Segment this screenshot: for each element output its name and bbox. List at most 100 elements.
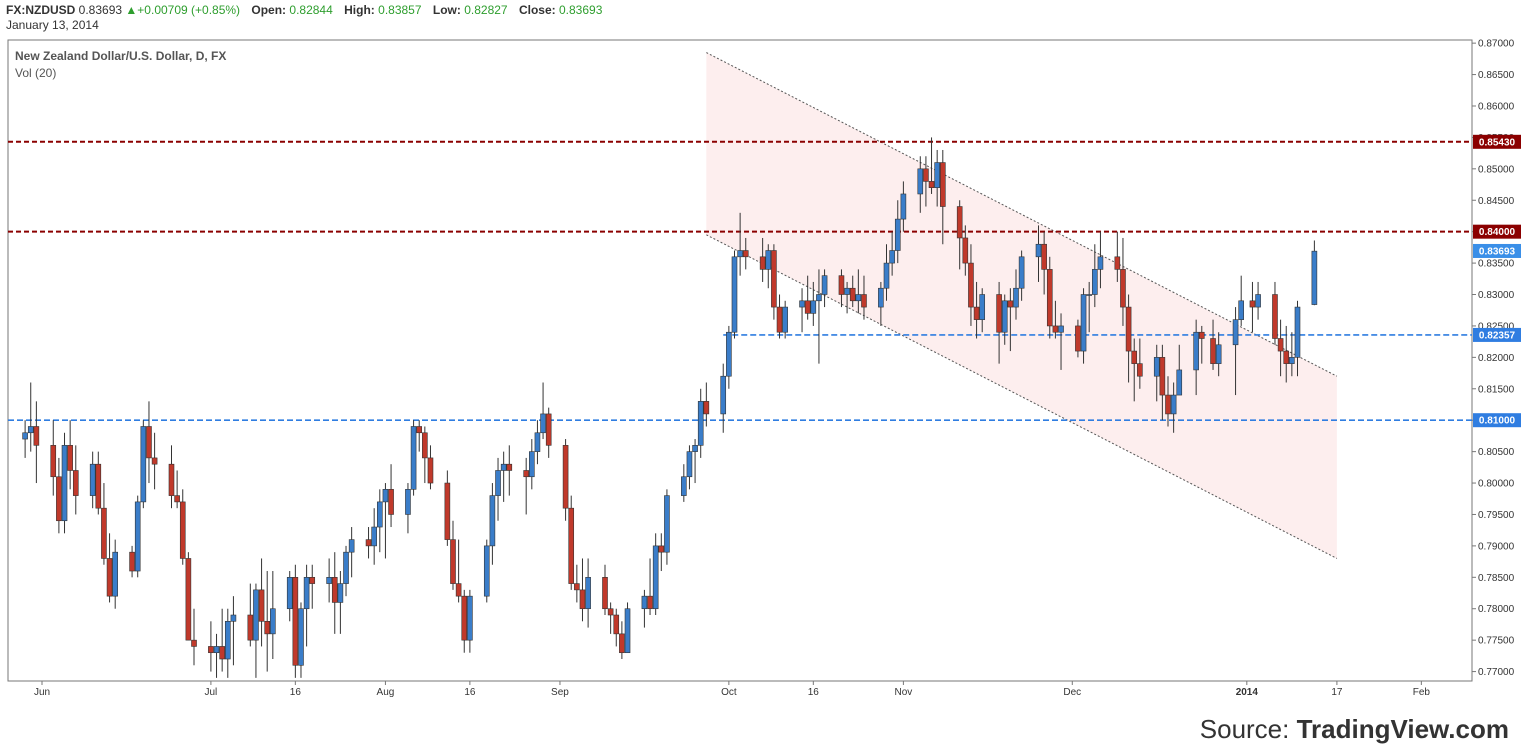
candle[interactable] bbox=[56, 457, 62, 534]
candle[interactable] bbox=[450, 520, 456, 590]
candle[interactable] bbox=[106, 533, 113, 603]
candle[interactable] bbox=[50, 420, 57, 496]
candle[interactable] bbox=[343, 545, 349, 597]
candle[interactable] bbox=[602, 564, 608, 616]
candle[interactable] bbox=[1193, 319, 1199, 396]
candle[interactable] bbox=[894, 200, 901, 264]
candle[interactable] bbox=[726, 325, 732, 389]
candle[interactable] bbox=[900, 181, 907, 232]
candle[interactable] bbox=[545, 407, 552, 458]
candle[interactable] bbox=[849, 275, 856, 308]
candle[interactable] bbox=[258, 558, 265, 647]
candle[interactable] bbox=[1210, 319, 1216, 370]
candle[interactable] bbox=[1007, 288, 1014, 352]
candle[interactable] bbox=[962, 225, 969, 276]
candle[interactable] bbox=[1165, 376, 1171, 427]
candle[interactable] bbox=[1289, 332, 1295, 377]
candle[interactable] bbox=[1176, 344, 1183, 396]
candle[interactable] bbox=[973, 281, 980, 339]
candle[interactable] bbox=[247, 583, 254, 647]
candle[interactable] bbox=[1159, 344, 1166, 421]
candle[interactable] bbox=[799, 288, 805, 333]
candle[interactable] bbox=[298, 602, 304, 678]
candle[interactable] bbox=[67, 420, 73, 490]
candle[interactable] bbox=[737, 212, 743, 276]
candle[interactable] bbox=[889, 231, 895, 276]
candle[interactable] bbox=[821, 269, 828, 308]
candle[interactable] bbox=[230, 596, 237, 666]
candle[interactable] bbox=[1272, 281, 1278, 345]
candle[interactable] bbox=[1058, 313, 1064, 370]
candle[interactable] bbox=[1080, 288, 1087, 364]
candle[interactable] bbox=[33, 401, 40, 484]
candle[interactable] bbox=[185, 552, 192, 641]
candle[interactable] bbox=[1311, 240, 1318, 306]
candle[interactable] bbox=[703, 382, 710, 427]
candle[interactable] bbox=[1041, 231, 1047, 295]
candle[interactable] bbox=[816, 269, 822, 364]
candle[interactable] bbox=[348, 527, 355, 578]
candle[interactable] bbox=[101, 483, 107, 565]
candle[interactable] bbox=[658, 533, 665, 572]
candle[interactable] bbox=[444, 470, 451, 546]
candle[interactable] bbox=[720, 363, 727, 433]
candle[interactable] bbox=[804, 275, 811, 320]
candle[interactable] bbox=[928, 137, 935, 194]
candle[interactable] bbox=[1001, 294, 1008, 345]
candle[interactable] bbox=[1215, 332, 1222, 377]
candle[interactable] bbox=[742, 237, 749, 270]
candle[interactable] bbox=[540, 382, 546, 440]
candle[interactable] bbox=[1114, 231, 1121, 282]
candle[interactable] bbox=[782, 300, 788, 339]
candle[interactable] bbox=[337, 571, 344, 634]
candle[interactable] bbox=[641, 589, 648, 628]
candle[interactable] bbox=[61, 432, 68, 534]
candle[interactable] bbox=[303, 564, 310, 647]
candle[interactable] bbox=[1018, 250, 1025, 301]
candle[interactable] bbox=[467, 589, 473, 653]
candle[interactable] bbox=[483, 539, 490, 603]
candle[interactable] bbox=[1013, 269, 1019, 320]
candle[interactable] bbox=[213, 633, 220, 678]
candle[interactable] bbox=[253, 583, 259, 678]
candle[interactable] bbox=[455, 539, 462, 603]
candle[interactable] bbox=[22, 420, 28, 458]
candle[interactable] bbox=[1092, 244, 1098, 308]
candle[interactable] bbox=[968, 244, 974, 326]
candle[interactable] bbox=[692, 439, 698, 484]
candle[interactable] bbox=[326, 558, 332, 603]
candle[interactable] bbox=[129, 545, 135, 578]
candle[interactable] bbox=[309, 564, 316, 609]
candle[interactable] bbox=[1035, 225, 1042, 282]
candle[interactable] bbox=[376, 489, 383, 553]
candle[interactable] bbox=[331, 552, 338, 634]
candle[interactable] bbox=[168, 445, 175, 509]
candle[interactable] bbox=[765, 244, 772, 289]
candle[interactable] bbox=[810, 281, 817, 326]
candle[interactable] bbox=[224, 608, 231, 678]
candle[interactable] bbox=[208, 621, 214, 672]
candle[interactable] bbox=[613, 608, 620, 647]
candle[interactable] bbox=[523, 457, 529, 515]
candle[interactable] bbox=[365, 527, 372, 559]
candle[interactable] bbox=[416, 420, 423, 452]
candle[interactable] bbox=[607, 602, 614, 634]
candle[interactable] bbox=[461, 589, 468, 653]
candle[interactable] bbox=[134, 495, 141, 578]
candle[interactable] bbox=[923, 156, 929, 207]
candle[interactable] bbox=[1170, 382, 1177, 433]
candle[interactable] bbox=[1137, 338, 1143, 389]
candle[interactable] bbox=[1097, 231, 1104, 289]
candle[interactable] bbox=[174, 470, 180, 509]
candle[interactable] bbox=[1238, 275, 1244, 326]
candle[interactable] bbox=[422, 426, 428, 484]
candle[interactable] bbox=[619, 621, 625, 660]
candle[interactable] bbox=[371, 508, 377, 565]
candle[interactable] bbox=[624, 602, 631, 654]
candle[interactable] bbox=[534, 420, 541, 465]
candle[interactable] bbox=[270, 571, 276, 660]
candle[interactable] bbox=[878, 281, 884, 326]
candle[interactable] bbox=[934, 149, 940, 207]
candle[interactable] bbox=[574, 564, 580, 603]
candle[interactable] bbox=[529, 439, 535, 490]
